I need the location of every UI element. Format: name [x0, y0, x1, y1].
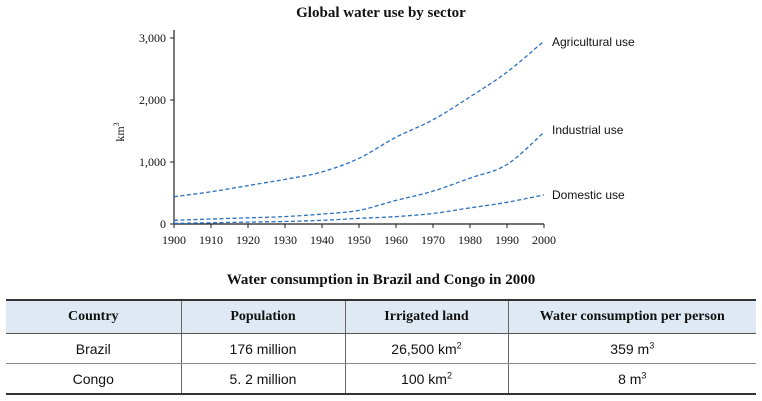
line-chart: 3,000 2,000 1,000 0 1900 1910 1920 1930 1940 1950… — [112, 30, 635, 247]
header-water-consumption: Water consumption per person — [507, 299, 756, 334]
chart-title: Global water use by sector — [296, 5, 466, 21]
consumption-table: Country Population Irrigated land Water … — [6, 299, 756, 395]
header-country: Country — [6, 299, 181, 334]
x-tick-label: 1950 — [347, 233, 371, 247]
series-lines — [173, 40, 545, 225]
y-tick-label: 1,000 — [139, 155, 166, 169]
x-tick-label: 1960 — [384, 233, 408, 247]
table-header-row: Country Population Irrigated land Water … — [6, 299, 756, 334]
x-tick-label: 1940 — [310, 233, 334, 247]
x-tick-label: 1900 — [162, 233, 186, 247]
y-tick-label: 0 — [160, 217, 166, 231]
cell-population: 5. 2 million — [180, 363, 345, 395]
x-tick-label: 1980 — [458, 233, 482, 247]
table-row: Congo 5. 2 million 100 km2 8 m3 — [6, 363, 756, 395]
x-tick-label: 1930 — [273, 233, 297, 247]
cell-water-consumption: 359 m3 — [507, 333, 756, 364]
header-population: Population — [180, 299, 345, 334]
series-label-industrial-use: Industrial use — [552, 123, 624, 137]
y-tick-label: 3,000 — [139, 31, 166, 45]
unit-exponent: 2 — [446, 369, 452, 380]
series-label-agricultural-use: Agricultural use — [552, 35, 635, 49]
consumption-value: 8 m — [618, 370, 642, 387]
y-tick-label: 2,000 — [139, 93, 166, 107]
cell-country: Congo — [6, 363, 181, 395]
x-tick-label: 1920 — [236, 233, 260, 247]
unit-exponent: 3 — [649, 339, 655, 350]
cell-country: Brazil — [6, 333, 181, 364]
irrigated-value: 26,500 km — [391, 340, 457, 357]
table-row: Brazil 176 million 26,500 km2 359 m3 — [6, 333, 756, 364]
series-line-agricultural-use — [173, 40, 545, 198]
series-line-industrial-use — [173, 131, 545, 221]
chart-axes: 3,000 2,000 1,000 0 1900 1910 1920 1930 1940 1950… — [112, 30, 556, 247]
irrigated-value: 100 km — [401, 370, 447, 387]
cell-water-consumption: 8 m3 — [507, 363, 756, 395]
x-tick-label: 1910 — [199, 233, 223, 247]
cell-population: 176 million — [180, 333, 345, 364]
cell-irrigated-land: 100 km2 — [344, 363, 508, 395]
x-tick-label: 1970 — [421, 233, 445, 247]
x-tick-label: 2000 — [532, 233, 556, 247]
unit-exponent: 2 — [456, 339, 462, 350]
series-label-domestic-use: Domestic use — [552, 188, 625, 202]
consumption-value: 359 m — [610, 340, 650, 357]
x-tick-label: 1990 — [495, 233, 519, 247]
series-line-domestic-use — [173, 194, 545, 225]
cell-irrigated-land: 26,500 km2 — [344, 333, 508, 364]
series-labels: Agricultural use Industrial use Domestic u… — [552, 35, 635, 202]
table-title: Water consumption in Brazil and Congo in… — [226, 272, 536, 288]
unit-exponent: 3 — [641, 369, 647, 380]
y-axis-label: km3 — [112, 122, 127, 141]
header-irrigated-land: Irrigated land — [344, 299, 508, 334]
